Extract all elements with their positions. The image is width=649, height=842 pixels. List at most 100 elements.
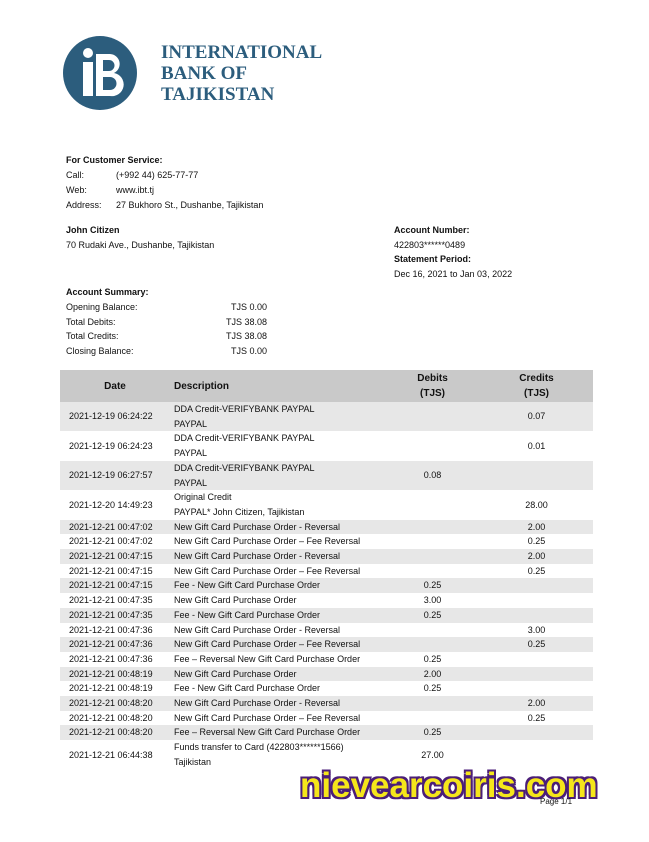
column-header: Description <box>170 370 385 402</box>
period: Dec 16, 2021 to Jan 03, 2022 <box>394 269 513 279</box>
description: New Gift Card Purchase Order <box>174 595 297 606</box>
debit: 3.00 <box>423 595 442 606</box>
date: 2021-12-21 00:47:15 <box>60 578 170 594</box>
service-value: www.ibt.tj <box>116 185 155 195</box>
description: DDA Credit-VERIFYBANK PAYPAL PAYPAL <box>170 402 385 432</box>
debit: 0.08 <box>385 460 480 491</box>
debit <box>385 402 480 432</box>
summary-label: Total Debits: <box>66 316 116 327</box>
description: New Gift Card Purchase Order – Fee Rever… <box>174 712 361 723</box>
date: 2021-12-21 00:47:35 <box>60 607 170 623</box>
date: 2021-12-21 00:48:19 <box>60 666 170 682</box>
description: Fee - New Gift Card Purchase Order <box>174 683 321 694</box>
credit <box>480 460 593 491</box>
transaction-row: 2021-12-21 00:47:35 Fee - New Gift Card P… <box>60 607 593 623</box>
debit <box>385 519 480 535</box>
transaction-row: 2021-12-19 06:27:57 DDA Credit-VERIFYBANK… <box>60 460 593 491</box>
debit <box>385 623 480 638</box>
debit <box>385 549 480 564</box>
transaction-row: 2021-12-21 00:48:20 New Gift Card Purchas… <box>60 711 593 726</box>
credit: 3.00 <box>527 624 546 635</box>
description: New Gift Card Purchase Order – Fee Rever… <box>174 565 361 576</box>
date: 2021-12-21 00:48:20 <box>60 725 170 741</box>
date: 2021-12-19 06:24:23 <box>69 440 153 451</box>
description: Fee – Reversal New Gift Card Purchase Or… <box>170 725 385 741</box>
service-label: Address: <box>66 200 102 210</box>
date: 2021-12-21 06:44:38 <box>69 749 153 760</box>
service-value: 27 Bukhoro St., Dushanbe, Tajikistan <box>116 200 264 210</box>
date: 2021-12-21 00:47:15 <box>69 565 153 576</box>
description: New Gift Card Purchase Order <box>170 666 385 682</box>
date: 2021-12-21 00:48:19 <box>69 683 153 694</box>
description: Fee - New Gift Card Purchase Order <box>170 607 385 623</box>
date: 2021-12-20 14:49:23 <box>69 499 153 510</box>
debit <box>385 534 480 549</box>
period-label: Statement Period: <box>394 254 472 264</box>
transaction-row: 2021-12-21 00:47:36 New Gift Card Purchas… <box>60 623 593 638</box>
date: 2021-12-21 00:47:36 <box>60 637 170 652</box>
debit: 27.00 <box>421 749 444 760</box>
description: Fee - New Gift Card Purchase Order <box>170 578 385 594</box>
credit <box>480 652 593 667</box>
bank-name: INTERNATIONAL BANK OF TAJIKISTAN <box>161 42 322 105</box>
bank-name-line: INTERNATIONAL <box>161 42 323 63</box>
transaction-row: 2021-12-21 00:48:19 New Gift Card Purchas… <box>60 666 593 682</box>
date: 2021-12-19 06:24:22 <box>60 402 170 432</box>
credit: 28.00 <box>525 499 548 510</box>
credit: 2.00 <box>480 519 593 535</box>
column-header: Credits (TJS) <box>480 370 593 402</box>
transaction-row: 2021-12-21 00:47:02 New Gift Card Purchas… <box>60 534 593 549</box>
customer-name: John Citizen <box>66 225 120 235</box>
credit: 0.25 <box>527 565 546 576</box>
description: New Gift Card Purchase Order - Reversal <box>174 624 341 635</box>
transaction-row: 2021-12-21 00:47:35 New Gift Card Purchas… <box>60 593 593 608</box>
description: DDA Credit-VERIFYBANK PAYPAL PAYPAL <box>174 433 315 459</box>
summary-label: Closing Balance: <box>66 346 134 357</box>
transaction-row: 2021-12-19 06:24:22 DDA Credit-VERIFYBANK… <box>60 402 593 432</box>
transaction-row: 2021-12-21 00:47:36 Fee – Reversal New Gi… <box>60 652 593 667</box>
credit <box>480 607 593 623</box>
bank-name-line: BANK OF <box>161 63 248 84</box>
credit: 0.25 <box>527 536 546 547</box>
transaction-row: 2021-12-21 00:48:20 Fee – Reversal New Gi… <box>60 725 593 741</box>
debit <box>385 490 480 519</box>
date: 2021-12-21 00:47:35 <box>69 595 153 606</box>
service-label: Web: <box>66 185 87 195</box>
debit <box>385 564 480 579</box>
credit: 2.00 <box>480 549 593 564</box>
description: New Gift Card Purchase Order – Fee Rever… <box>174 536 361 547</box>
transaction-row: 2021-12-21 00:48:20 New Gift Card Purchas… <box>60 696 593 711</box>
debit: 0.25 <box>385 725 480 741</box>
transaction-row: 2021-12-21 00:47:02 New Gift Card Purchas… <box>60 519 593 535</box>
date: 2021-12-21 00:47:36 <box>69 653 153 664</box>
summary-label: Opening Balance: <box>66 302 138 312</box>
transactions-table: Date Description Debits (TJS) Credits (TJS)… <box>60 370 593 770</box>
transaction-row: 2021-12-21 00:47:15 Fee - New Gift Card P… <box>60 578 593 594</box>
date: 2021-12-19 06:27:57 <box>60 460 170 491</box>
credit <box>480 593 593 608</box>
description: Funds transfer to Card (422803******1566… <box>174 742 344 767</box>
column-header: Debits (TJS) <box>385 370 480 402</box>
transaction-row: 2021-12-21 00:47:15 New Gift Card Purchas… <box>60 564 593 579</box>
service-value: (+992 44) 625-77-77 <box>116 170 199 180</box>
summary-value: TJS 38.08 <box>225 331 267 342</box>
credit: 2.00 <box>480 696 593 711</box>
date: 2021-12-21 00:47:02 <box>60 519 170 535</box>
credit <box>480 725 593 741</box>
transaction-row: 2021-12-21 00:47:36 New Gift Card Purchas… <box>60 637 593 652</box>
date: 2021-12-21 00:47:36 <box>69 624 153 635</box>
credit <box>480 666 593 682</box>
description: Fee – Reversal New Gift Card Purchase Or… <box>174 653 361 664</box>
debit: 0.25 <box>385 607 480 623</box>
summary-value: TJS 38.08 <box>225 316 267 327</box>
date: 2021-12-21 00:47:15 <box>60 549 170 564</box>
description: New Gift Card Purchase Order - Reversal <box>170 519 385 535</box>
column-header: Date <box>60 370 170 402</box>
description: DDA Credit-VERIFYBANK PAYPAL PAYPAL <box>170 460 385 491</box>
debit: 0.25 <box>423 653 442 664</box>
credit: 0.25 <box>527 712 546 723</box>
account-label: Account Number: <box>394 225 470 235</box>
summary-value: TJS 0.00 <box>230 302 267 312</box>
summary-label: Total Credits: <box>66 331 119 342</box>
transaction-row: 2021-12-20 14:49:23 Original Credit PAYPA… <box>60 490 593 519</box>
